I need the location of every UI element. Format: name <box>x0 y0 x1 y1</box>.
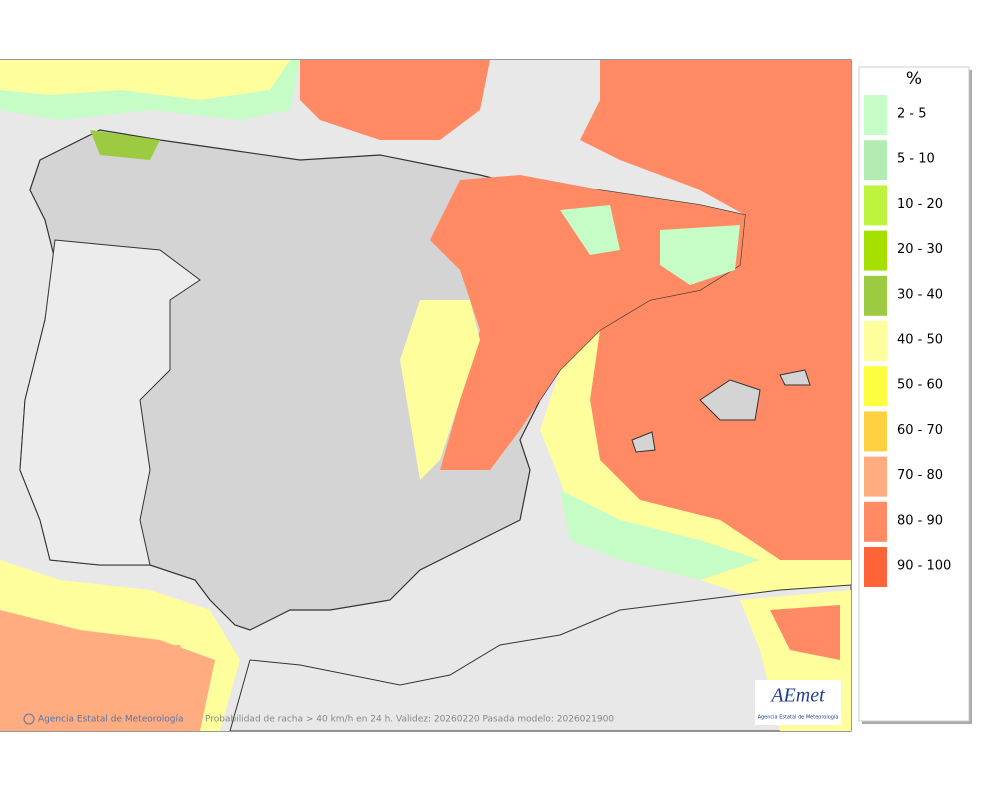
legend-label: 5 - 10 <box>897 152 935 167</box>
legend-title: % <box>906 69 922 89</box>
portugal <box>19 239 201 566</box>
legend-swatch <box>864 275 887 316</box>
prob-area <box>300 60 490 140</box>
legend-label: 50 - 60 <box>897 378 943 393</box>
prob-area <box>660 225 740 285</box>
legend-swatch <box>864 456 887 497</box>
legend-label: 90 - 100 <box>897 559 951 574</box>
credit: Agencia Estatal de Meteorología <box>38 715 184 725</box>
legend-label: 30 - 40 <box>897 287 943 302</box>
ibiza <box>631 431 656 453</box>
prob-area <box>770 605 840 660</box>
legend-swatch <box>864 140 887 181</box>
prob-area <box>560 205 620 255</box>
prob-area <box>0 60 290 100</box>
africa <box>229 584 852 732</box>
mallorca <box>699 379 761 421</box>
map: Agencia Estatal de Meteorología Probabil… <box>0 59 852 732</box>
legend-swatch <box>864 95 887 135</box>
legend-label: 2 - 5 <box>897 107 927 122</box>
legend-swatch <box>864 501 887 542</box>
legend-label: 70 - 80 <box>897 468 943 483</box>
legend-label: 60 - 70 <box>897 423 943 438</box>
legend-swatch <box>864 411 887 452</box>
legend-swatch <box>864 321 887 361</box>
prob-area <box>560 490 760 580</box>
menorca <box>779 369 811 386</box>
prob-area <box>90 130 160 160</box>
legend-label: 10 - 20 <box>897 197 943 212</box>
legend-swatch <box>864 547 887 587</box>
legend-swatch <box>864 366 887 407</box>
legend: % 2 - 5 5 - 10 10 - 20 20 - 30 30 - 40 40 - 5… <box>858 66 972 724</box>
legend-swatch <box>864 185 887 226</box>
copyright-icon <box>23 713 35 725</box>
legend-label: 20 - 30 <box>897 242 943 257</box>
legend-label: 80 - 90 <box>897 513 943 528</box>
logo: AEmet <box>769 685 825 707</box>
legend-label: 40 - 50 <box>897 333 943 348</box>
logo-box <box>755 680 841 725</box>
legend-swatch <box>864 230 887 271</box>
prob-area <box>80 645 200 710</box>
caption: Probabilidad de racha > 40 km/h en 24 h.… <box>205 715 614 725</box>
prob-area <box>400 300 480 480</box>
logo-subtitle: Agencia Estatal de Meteorología <box>758 714 839 721</box>
